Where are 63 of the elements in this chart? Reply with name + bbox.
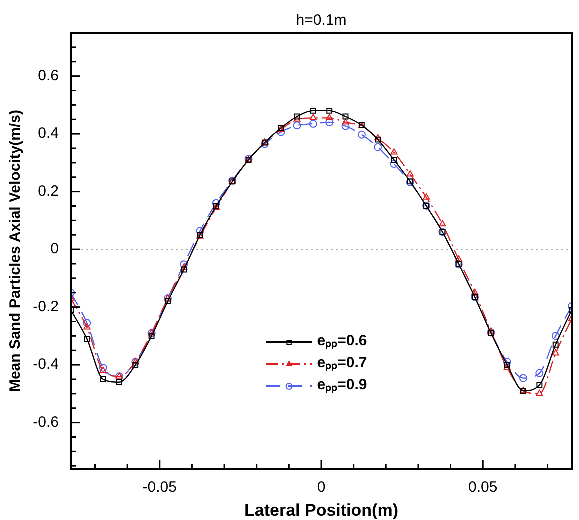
y-tick-label: -0.6 [33, 414, 59, 431]
point [310, 108, 316, 114]
point [375, 136, 382, 143]
legend-label: eₚₚ=0.6 [317, 332, 368, 350]
point [99, 364, 108, 372]
point [342, 122, 350, 130]
point [488, 328, 495, 334]
x-tick-label: -0.05 [142, 479, 177, 496]
point [326, 118, 334, 127]
point [406, 170, 414, 177]
point [181, 266, 188, 273]
point [390, 148, 398, 155]
point [374, 134, 382, 141]
point [536, 390, 544, 396]
point [358, 130, 366, 139]
point [132, 362, 139, 368]
point [83, 319, 92, 328]
x-tick-label: 0.05 [468, 479, 498, 496]
point [326, 108, 333, 114]
point [536, 369, 544, 378]
point [310, 114, 317, 120]
x-axis-title: Lateral Position(m) [244, 501, 398, 520]
point [84, 324, 91, 330]
y-tick-label: 0.6 [38, 67, 59, 84]
point [196, 227, 204, 236]
point [374, 143, 382, 152]
point [552, 350, 560, 356]
point [423, 194, 430, 200]
point [455, 256, 462, 262]
point [148, 333, 155, 340]
y-tick-label: -0.2 [33, 298, 59, 316]
point [180, 260, 188, 269]
point [391, 157, 398, 164]
point [100, 376, 106, 382]
chart-title: h=0.1m [296, 12, 347, 29]
point [536, 382, 543, 388]
y-tick-label: 0.4 [38, 125, 59, 142]
point [342, 114, 349, 120]
point [552, 332, 560, 340]
legend-label: eₚₚ=0.9 [317, 376, 368, 394]
point [309, 120, 318, 128]
x-tick-label: 0 [317, 479, 326, 496]
point [326, 114, 334, 120]
point [342, 118, 350, 125]
point [100, 366, 107, 374]
point [84, 336, 90, 342]
point [472, 288, 479, 296]
y-tick-label: 0 [50, 240, 59, 258]
point [116, 379, 122, 386]
point [390, 160, 398, 168]
point [164, 298, 171, 305]
point [260, 140, 269, 148]
y-tick-label: -0.4 [33, 356, 59, 374]
point [180, 264, 188, 270]
point [552, 342, 559, 348]
y-axis-title: Mean Sand Particles Axial Velocity(m/s) [7, 110, 24, 392]
y-tick-label: 0.2 [38, 182, 59, 200]
point [212, 199, 220, 208]
point [520, 374, 528, 382]
legend-label: eₚₚ=0.7 [317, 354, 368, 372]
point [439, 220, 446, 227]
point [293, 122, 302, 130]
point [503, 358, 512, 366]
